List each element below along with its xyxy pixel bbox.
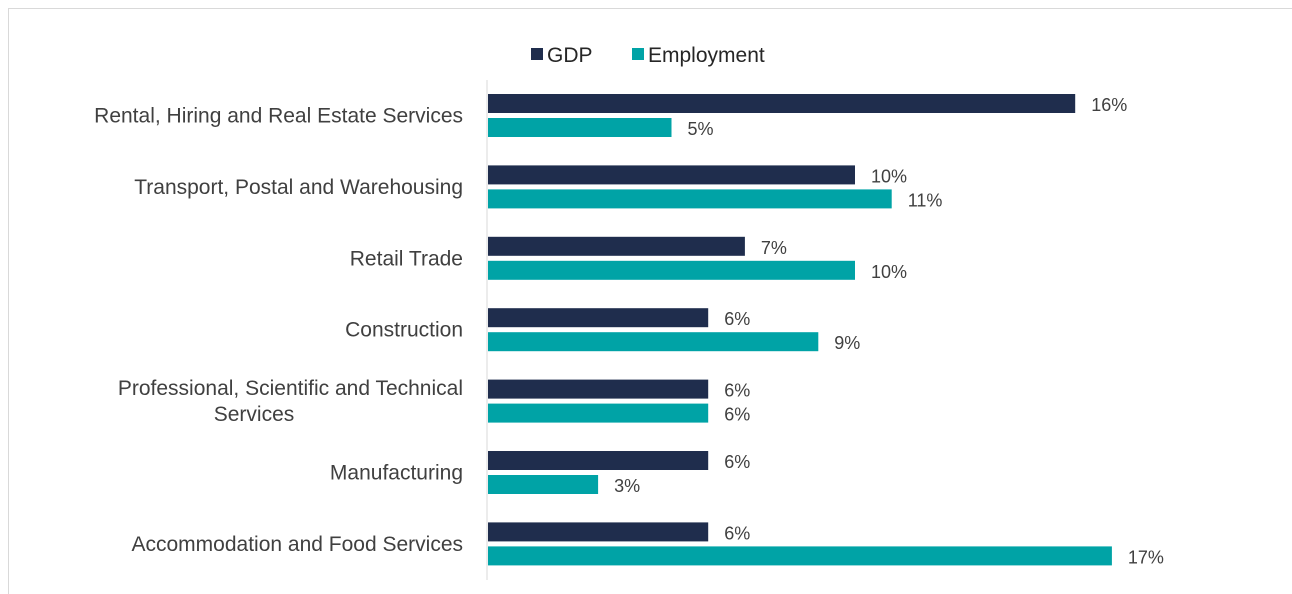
data-label-employment: 6% — [724, 405, 750, 425]
bar-gdp — [488, 522, 709, 542]
category-label: Rental, Hiring and Real Estate Services — [94, 105, 463, 128]
bar-gdp — [488, 165, 855, 185]
bar-gdp — [488, 94, 1076, 113]
data-label-employment: 11% — [908, 190, 943, 210]
data-label-gdp: 7% — [761, 238, 787, 258]
legend: GDP Employment — [531, 44, 765, 67]
legend-swatch-gdp — [531, 48, 543, 60]
bar-gdp — [488, 451, 709, 470]
bar-gdp — [488, 236, 745, 256]
legend-label-gdp: GDP — [547, 44, 593, 67]
bar-employment — [488, 260, 855, 280]
data-label-employment: 9% — [834, 333, 860, 353]
data-label-employment: 10% — [871, 262, 907, 282]
data-label-gdp: 16% — [1091, 95, 1127, 115]
category-label: Construction — [345, 319, 463, 342]
bars — [488, 94, 1112, 566]
data-label-gdp: 10% — [871, 166, 907, 186]
bar-employment — [488, 475, 599, 494]
data-label-employment: 3% — [614, 476, 640, 496]
data-label-gdp: 6% — [724, 381, 750, 401]
category-label: Retail Trade — [350, 247, 463, 270]
legend-swatch-employment — [632, 48, 644, 60]
bar-gdp — [488, 379, 709, 399]
category-label: Accommodation and Food Services — [132, 533, 464, 556]
value-labels: 16%5%10%11%7%10%6%9%6%6%6%3%6%17% — [614, 95, 1164, 567]
bar-employment — [488, 189, 892, 209]
legend-label-employment: Employment — [648, 44, 765, 67]
bar-employment — [488, 403, 709, 423]
category-labels: Rental, Hiring and Real Estate Services T… — [94, 105, 463, 556]
chart-frame — [8, 8, 1292, 594]
category-label: Manufacturing — [330, 462, 463, 485]
data-label-gdp: 6% — [724, 452, 750, 472]
bar-gdp — [488, 308, 709, 328]
data-label-gdp: 6% — [724, 309, 750, 329]
data-label-employment: 5% — [688, 119, 714, 139]
bar-employment — [488, 118, 672, 137]
category-label: Professional, Scientific and Technical — [118, 377, 463, 400]
bar-employment — [488, 332, 819, 352]
category-label: Transport, Postal and Warehousing — [134, 176, 463, 199]
data-label-employment: 17% — [1128, 547, 1164, 567]
data-label-gdp: 6% — [724, 523, 750, 543]
category-label: Services — [214, 403, 295, 426]
bar-employment — [488, 546, 1112, 566]
